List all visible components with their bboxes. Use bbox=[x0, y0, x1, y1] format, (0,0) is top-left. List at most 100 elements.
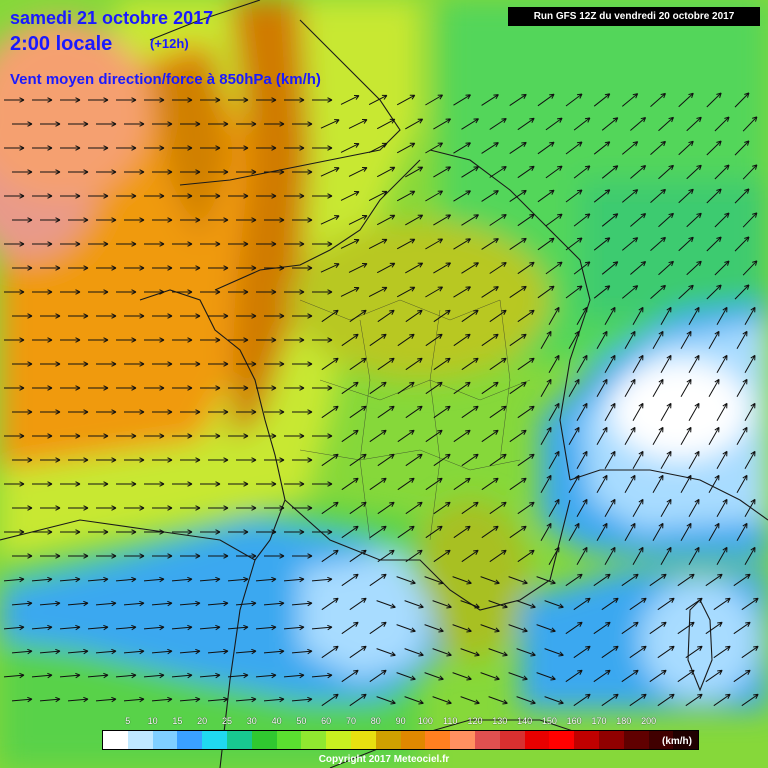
wind-arrow bbox=[657, 597, 675, 611]
wind-arrow bbox=[4, 193, 25, 199]
legend-swatch bbox=[598, 731, 624, 749]
wind-arrow bbox=[68, 553, 89, 559]
wind-arrow bbox=[200, 529, 221, 535]
wind-arrow bbox=[658, 212, 674, 228]
wind-arrow bbox=[228, 385, 249, 391]
wind-arrow bbox=[593, 285, 611, 299]
wind-arrow bbox=[284, 481, 305, 487]
wind-arrow bbox=[60, 433, 81, 439]
wind-arrow bbox=[405, 309, 423, 323]
wind-arrow bbox=[152, 313, 173, 319]
wind-arrow bbox=[40, 361, 61, 367]
wind-arrow bbox=[596, 474, 608, 493]
wind-arrow bbox=[601, 645, 619, 659]
wind-arrow bbox=[621, 669, 639, 683]
wind-arrow bbox=[489, 453, 507, 467]
wind-arrow bbox=[678, 188, 694, 204]
wind-arrow bbox=[39, 600, 61, 607]
wind-arrow bbox=[453, 477, 471, 491]
wind-arrow bbox=[576, 450, 588, 469]
legend-swatch bbox=[127, 731, 153, 749]
wind-arrow bbox=[678, 92, 694, 108]
wind-arrow bbox=[284, 337, 305, 343]
wind-arrow bbox=[264, 313, 285, 319]
wind-arrow bbox=[199, 672, 221, 679]
wind-arrow bbox=[604, 402, 616, 421]
wind-arrow bbox=[433, 357, 451, 371]
wind-arrow bbox=[60, 193, 81, 199]
wind-arrow bbox=[593, 189, 611, 203]
wind-arrow bbox=[685, 645, 703, 659]
wind-arrow bbox=[601, 597, 619, 611]
region-lines bbox=[299, 299, 531, 541]
wind-arrow bbox=[565, 141, 583, 155]
wind-arrow bbox=[236, 409, 257, 415]
wind-arrow bbox=[573, 213, 591, 227]
wind-arrow bbox=[179, 600, 201, 607]
wind-arrow bbox=[369, 525, 387, 539]
wind-arrow bbox=[116, 529, 137, 535]
wind-arrow bbox=[630, 165, 647, 179]
wind-arrow bbox=[349, 501, 367, 515]
wind-arrow bbox=[548, 354, 560, 373]
legend-tick-label: 150 bbox=[541, 716, 557, 726]
wind-arrow bbox=[565, 93, 583, 107]
wind-arrow bbox=[461, 214, 479, 226]
wind-arrow bbox=[284, 529, 305, 535]
wind-arrow bbox=[509, 381, 527, 395]
wind-arrow bbox=[509, 141, 527, 155]
wind-arrow bbox=[405, 357, 423, 371]
wind-arrow bbox=[264, 121, 285, 127]
legend-tick-label: 160 bbox=[566, 716, 582, 726]
wind-arrow bbox=[452, 624, 472, 633]
wind-arrow bbox=[40, 217, 61, 223]
wind-arrow bbox=[172, 337, 193, 343]
wind-arrow bbox=[124, 361, 145, 367]
wind-arrow bbox=[208, 361, 229, 367]
wind-arrow bbox=[199, 624, 221, 631]
wind-arrow bbox=[744, 306, 756, 325]
wind-arrow bbox=[180, 553, 201, 559]
wind-arrow bbox=[11, 648, 33, 655]
wind-arrow bbox=[40, 121, 61, 127]
wind-arrow bbox=[733, 621, 751, 635]
wind-arrow bbox=[461, 405, 479, 419]
wind-arrow bbox=[565, 573, 583, 587]
wind-arrow bbox=[660, 450, 672, 469]
wind-arrow bbox=[116, 193, 137, 199]
wind-arrow bbox=[4, 433, 25, 439]
wind-arrow bbox=[593, 669, 611, 683]
wind-arrow bbox=[604, 354, 616, 373]
wind-arrow bbox=[650, 92, 666, 107]
wind-arrow bbox=[368, 238, 388, 250]
wind-arrow bbox=[11, 696, 33, 703]
wind-arrow bbox=[200, 241, 221, 247]
wind-arrow bbox=[425, 94, 444, 106]
wind-arrow bbox=[376, 118, 396, 130]
wind-arrow bbox=[255, 576, 277, 583]
wind-arrow bbox=[341, 381, 359, 395]
wind-arrow bbox=[716, 354, 728, 373]
wind-arrow bbox=[537, 189, 555, 203]
wind-arrow bbox=[624, 378, 636, 397]
wind-arrow bbox=[236, 121, 257, 127]
wind-arrow bbox=[548, 450, 560, 469]
wind-arrow bbox=[658, 116, 674, 132]
wind-arrow bbox=[320, 119, 340, 129]
wind-arrow bbox=[649, 573, 667, 587]
wind-arrow bbox=[396, 576, 416, 585]
wind-arrow bbox=[340, 287, 360, 297]
wind-arrow bbox=[369, 573, 387, 587]
legend-swatch bbox=[152, 731, 178, 749]
wind-arrow bbox=[116, 337, 137, 343]
wind-arrow bbox=[573, 597, 591, 611]
wind-arrow bbox=[180, 505, 201, 511]
wind-arrow bbox=[433, 214, 452, 226]
wind-arrow bbox=[433, 262, 452, 274]
wind-arrow bbox=[96, 121, 117, 127]
wind-arrow bbox=[460, 696, 480, 705]
wind-arrow bbox=[256, 97, 277, 103]
wind-arrow bbox=[460, 600, 480, 609]
wind-arrow bbox=[433, 309, 451, 323]
